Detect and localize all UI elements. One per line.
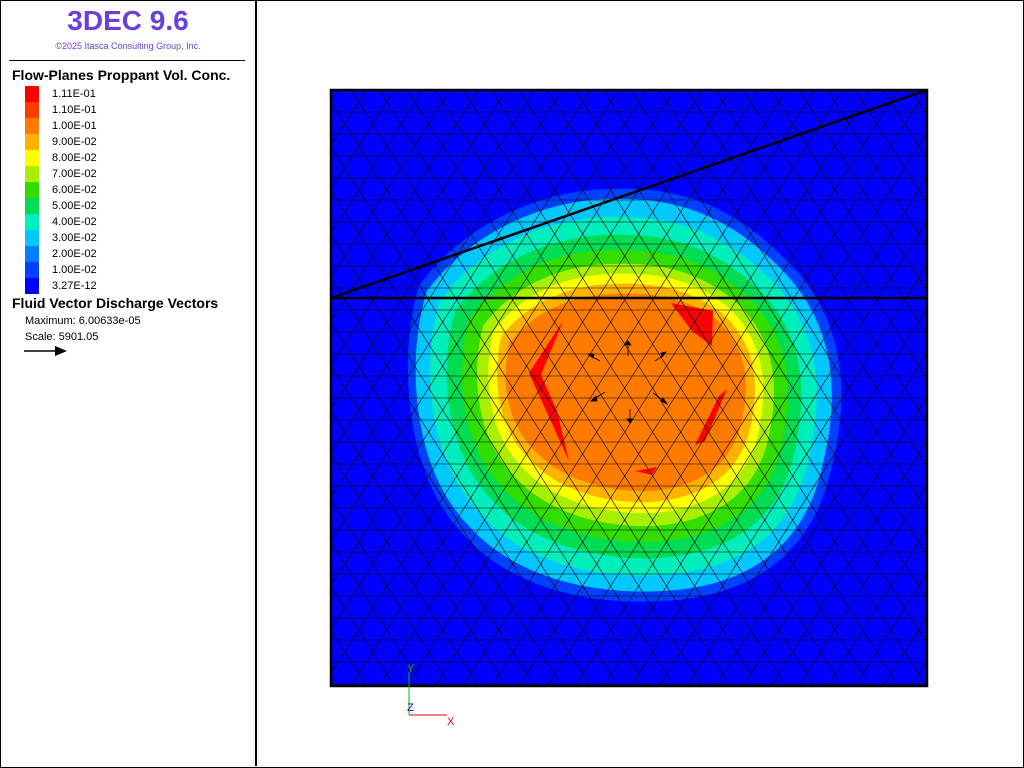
- title-divider: [9, 60, 245, 61]
- color-scale-label: 1.11E-01: [52, 88, 96, 100]
- contour-hotspot-right: [695, 389, 727, 445]
- contour-hotspot-left: [529, 321, 569, 461]
- color-scale-label: 9.00E-02: [52, 136, 97, 148]
- concentration-legend-title: Flow-Planes Proppant Vol. Conc.: [12, 67, 231, 83]
- vector-scale: Scale: 5901.05: [25, 331, 99, 343]
- color-swatch: [25, 102, 39, 118]
- x-axis-label: X: [447, 716, 455, 728]
- vector-legend-title: Fluid Vector Discharge Vectors: [12, 295, 219, 311]
- color-scale-label: 1.10E-01: [52, 104, 97, 116]
- color-scale-labels: 1.11E-01 1.10E-01 1.00E-01 9.00E-02 8.00E-02…: [52, 86, 97, 294]
- app-title: 3DEC 9.6: [67, 5, 189, 36]
- copyright-text: ©2025 Itasca Consulting Group, Inc.: [55, 41, 201, 51]
- color-scale-label: 1.00E-02: [52, 264, 97, 276]
- color-scale-label: 8.00E-02: [52, 152, 97, 164]
- contour-hotspot-bottom: [635, 467, 657, 475]
- fracture-intersection-diagonal: [330, 88, 928, 300]
- color-swatch: [25, 230, 39, 246]
- color-swatch: [25, 166, 39, 182]
- color-swatch: [25, 214, 39, 230]
- color-swatch: [25, 86, 39, 102]
- vector-scale-arrow-icon: [24, 346, 67, 356]
- model-view[interactable]: Y Z X: [257, 1, 1022, 766]
- color-swatch: [25, 198, 39, 214]
- vector-maximum: Maximum: 6.00633e-05: [25, 315, 141, 327]
- block-outline: [329, 88, 929, 688]
- color-swatch: [25, 150, 39, 166]
- color-swatch: [25, 134, 39, 150]
- color-scale: [25, 86, 39, 294]
- mesh-lines: [331, 90, 927, 686]
- axis-triad: Y Z X: [407, 663, 455, 728]
- color-scale-label: 3.27E-12: [52, 280, 97, 292]
- color-scale-label: 6.00E-02: [52, 184, 97, 196]
- z-axis-label: Z: [407, 702, 414, 714]
- color-scale-label: 1.00E-01: [52, 120, 97, 132]
- color-swatch: [25, 182, 39, 198]
- zone-mesh: [331, 90, 927, 686]
- color-swatch: [25, 278, 39, 294]
- color-scale-label: 2.00E-02: [52, 248, 97, 260]
- color-scale-label: 7.00E-02: [52, 168, 97, 180]
- y-axis-label: Y: [407, 663, 415, 675]
- color-scale-label: 3.00E-02: [52, 232, 97, 244]
- legend-panel: 3DEC 9.6 ©2025 Itasca Consulting Group, …: [1, 1, 257, 766]
- concentration-contours: [407, 188, 842, 602]
- contour-hotspot-top-right: [671, 303, 713, 346]
- contour-1e-01: [505, 293, 747, 492]
- color-scale-label: 4.00E-02: [52, 216, 97, 228]
- flow-vectors: [586, 340, 669, 424]
- color-scale-label: 5.00E-02: [52, 200, 97, 212]
- color-swatch: [25, 246, 39, 262]
- fracture-plane: [329, 88, 929, 688]
- color-swatch: [25, 118, 39, 134]
- color-swatch: [25, 262, 39, 278]
